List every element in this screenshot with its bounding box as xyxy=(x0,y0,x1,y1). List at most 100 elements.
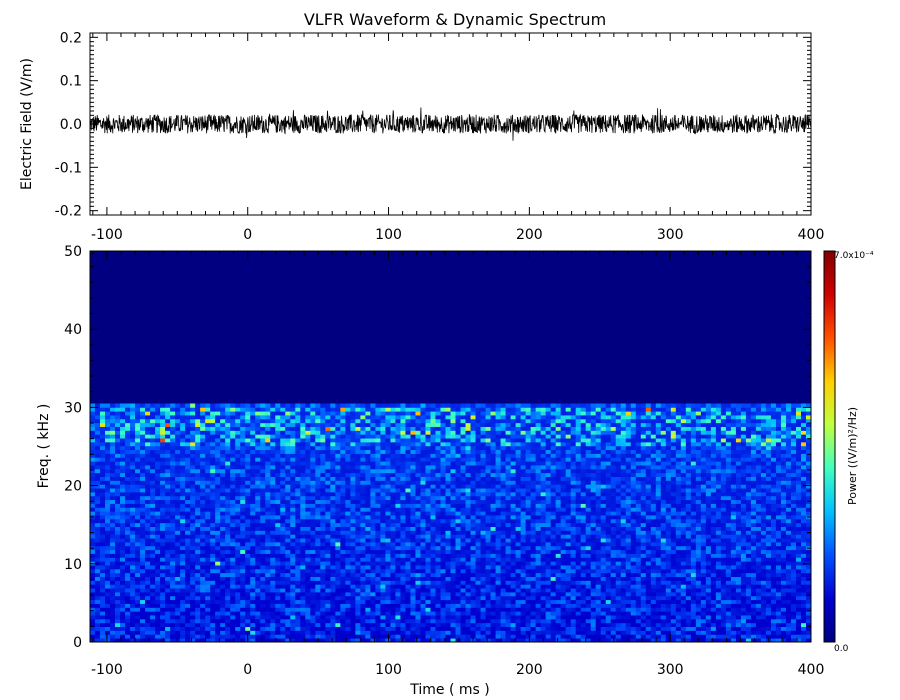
spectrogram-cell xyxy=(290,538,296,543)
spectrogram-cell xyxy=(90,591,96,597)
spectrogram-cell xyxy=(700,526,707,531)
spectrogram-cell xyxy=(505,568,511,574)
spectrogram-cell xyxy=(470,607,476,612)
spectrogram-cell xyxy=(530,603,537,608)
spectrogram-cell xyxy=(745,634,752,639)
spectrogram-cell xyxy=(265,595,271,601)
spectrogram-cell xyxy=(495,607,501,612)
spectrogram-cell xyxy=(510,595,516,601)
spectrogram-cell xyxy=(785,545,792,551)
spectrogram-cell xyxy=(500,549,506,554)
spectrogram-cell xyxy=(595,607,602,612)
spectrogram-cell xyxy=(300,615,306,620)
spectrogram-cell xyxy=(245,515,251,520)
spectrogram-cell xyxy=(115,518,121,524)
spectrogram-cell xyxy=(210,607,216,612)
spectrogram-cell xyxy=(340,584,346,589)
spectrogram-cell xyxy=(365,634,371,639)
waveform-x-tick-label: 100 xyxy=(375,227,402,243)
spectrogram-cell xyxy=(690,568,697,574)
spectrogram-cell xyxy=(475,603,481,608)
spectrogram-cell xyxy=(655,611,662,616)
spectrogram-cell xyxy=(225,622,231,628)
spectrogram-cell xyxy=(430,607,436,612)
spectrogram-cell xyxy=(290,638,296,643)
spectrogram-cell xyxy=(740,588,747,593)
spectrogram-cell xyxy=(445,572,451,578)
spectrogram-cell xyxy=(590,565,597,570)
spectrogram-cell xyxy=(620,584,627,589)
spectrogram-cell xyxy=(250,618,256,624)
spectrogram-cell xyxy=(160,588,166,593)
spectrogram-cell xyxy=(780,638,787,643)
spectrogram-cell xyxy=(640,534,647,539)
spectrogram-cell xyxy=(450,572,456,578)
spectrogram-cell xyxy=(670,561,677,566)
spectrogram-cell xyxy=(120,626,126,631)
spectrogram-cell xyxy=(735,622,742,628)
spectrogram-cell xyxy=(230,584,236,589)
spectrogram-cell xyxy=(735,534,742,539)
spectrogram-cell xyxy=(200,538,206,543)
spectrogram-cell xyxy=(295,618,301,624)
spectrogram-cell xyxy=(505,603,511,608)
spectrogram-cell xyxy=(275,595,281,601)
spectrogram-cell xyxy=(280,557,286,562)
spectrogram-cell xyxy=(260,591,266,597)
spectrogram-cell xyxy=(230,526,236,531)
spectrogram-cell xyxy=(610,584,617,589)
spectrogram-cell xyxy=(700,545,707,551)
spectrogram-cell xyxy=(485,545,491,551)
spectrogram-cell xyxy=(355,611,361,616)
spectrogram-cell xyxy=(325,545,331,551)
spectrogram-cell xyxy=(105,515,111,520)
spectrogram-cell xyxy=(750,634,757,639)
spectrogram-cell xyxy=(110,553,116,558)
spectrogram-cell xyxy=(750,557,757,562)
spectrogram-cell xyxy=(435,549,441,554)
spectrogram-cell xyxy=(760,591,767,597)
spectrogram-cell xyxy=(705,588,712,593)
spectrogram-cell xyxy=(715,518,722,524)
spectrogram-cell xyxy=(540,545,547,551)
spectrogram-cell xyxy=(185,515,191,520)
spectrogram-cell xyxy=(480,538,486,543)
spectrogram-cell xyxy=(350,522,356,527)
spectrogram-cell xyxy=(675,541,682,547)
spectrogram-cell xyxy=(465,557,471,562)
spectrogram-cell xyxy=(240,603,246,608)
spectrogram-cell xyxy=(285,549,291,554)
spectrogram-cell xyxy=(360,618,366,624)
spectrogram-cell xyxy=(325,588,331,593)
spectrogram-cell xyxy=(345,534,351,539)
spectrogram-cell xyxy=(170,545,176,551)
spectrogram-cell xyxy=(175,576,181,581)
spectrogram-cell xyxy=(435,580,441,585)
spectrogram-cell xyxy=(315,630,321,635)
spectrogram-cell xyxy=(430,515,436,520)
spectrogram-cell xyxy=(620,518,627,524)
spectrogram-cell xyxy=(515,599,521,604)
spectrogram-cell xyxy=(120,545,126,551)
spectrogram-cell xyxy=(330,545,336,551)
spectrogram-cell xyxy=(275,607,281,612)
spectrogram-cell xyxy=(170,541,176,547)
spectrogram-cell xyxy=(735,553,742,558)
spectrogram-cell xyxy=(330,522,336,527)
spectrogram-cell xyxy=(160,561,166,566)
spectrogram-cell xyxy=(155,557,161,562)
spectrogram-cell xyxy=(270,545,276,551)
spectrogram-cell xyxy=(200,626,206,631)
spectrogram-cell xyxy=(400,534,406,539)
spectrogram-cell xyxy=(155,615,161,620)
spectrogram-cell xyxy=(270,526,276,531)
spectrogram-cell xyxy=(675,599,682,604)
spectrogram-cell xyxy=(550,526,557,531)
spectrogram-cell xyxy=(270,538,276,543)
spectrogram-cell xyxy=(700,595,707,601)
spectrogram-cell xyxy=(695,611,702,616)
spectrogram-cell xyxy=(495,526,501,531)
spectrogram-cell xyxy=(495,580,501,585)
spectrogram-cell xyxy=(755,603,762,608)
spectrogram-cell xyxy=(730,591,737,597)
